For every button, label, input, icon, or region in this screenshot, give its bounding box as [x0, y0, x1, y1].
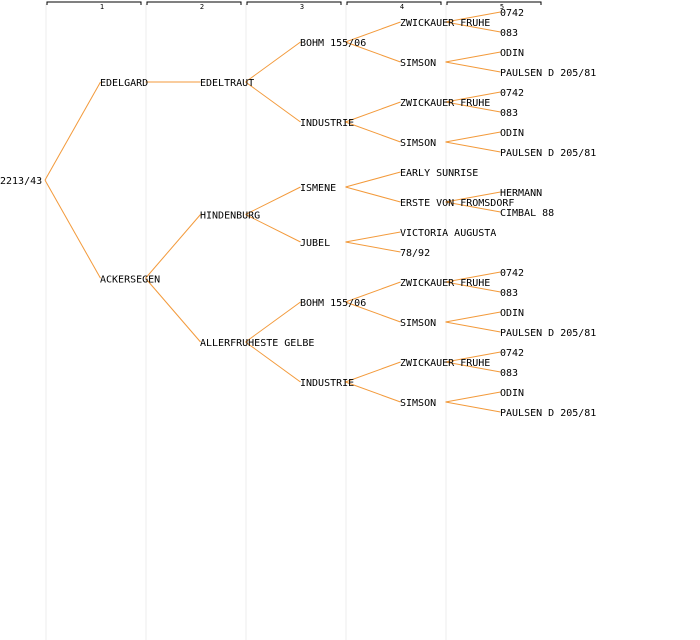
tree-edge [445, 401, 501, 413]
tree-edge [44, 179, 101, 279]
generation-label: 5 [500, 3, 504, 11]
tree-node-label[interactable]: PAULSEN D 205/81 [500, 148, 596, 159]
tree-edge [345, 241, 401, 253]
tree-edge [345, 281, 401, 303]
tree-node-label[interactable]: EDELTRAUT [200, 78, 254, 89]
tree-node-label[interactable]: ODIN [500, 308, 524, 319]
tree-node-label[interactable]: JUBEL [300, 238, 330, 249]
tree-nodes: 0742 083 ZWICKAUER FRUHE ODIN PAULSEN D 205/… [0, 8, 596, 419]
tree-node-label[interactable]: INDUSTRIE [300, 118, 354, 129]
tree-edge [445, 191, 501, 203]
tree-node-label[interactable]: 083 [500, 288, 518, 299]
tree-edge [245, 41, 301, 83]
tree-edge [245, 341, 301, 383]
tree-edge [345, 121, 401, 143]
tree-edge [345, 361, 401, 383]
generation-label: 4 [400, 3, 404, 11]
tree-edge [44, 81, 101, 181]
tree-edge [445, 361, 501, 373]
tree-node-label[interactable]: 0742 [500, 268, 524, 279]
tree-edge [445, 311, 501, 323]
tree-node-label[interactable]: VICTORIA AUGUSTA [400, 228, 496, 239]
tree-node-label[interactable]: 78/92 [400, 248, 430, 259]
tree-edge [445, 321, 501, 333]
tree-edge [445, 91, 501, 103]
tree-edge [445, 61, 501, 73]
tree-node-label[interactable]: PAULSEN D 205/81 [500, 68, 596, 79]
tree-edge [445, 11, 501, 23]
generation-bracket [46, 1, 142, 5]
tree-edge [445, 131, 501, 143]
generation-headers: 1 2 3 4 5 [46, 1, 542, 11]
tree-node-label[interactable]: SIMSON [400, 58, 436, 69]
tree-node-label[interactable]: INDUSTRIE [300, 378, 354, 389]
tree-node-label[interactable]: ALLERFRUHESTE GELBE [200, 338, 314, 349]
tree-node-label[interactable]: 083 [500, 108, 518, 119]
tree-node-label[interactable]: SIMSON [400, 318, 436, 329]
tree-node-label[interactable]: ACKERSEGEN [100, 274, 160, 285]
tree-edge [245, 214, 301, 243]
tree-edge [345, 186, 401, 203]
tree-node-label[interactable]: BOHM 155/06 [300, 38, 366, 49]
tree-edge [345, 301, 401, 323]
tree-edge [345, 381, 401, 403]
tree-edge [345, 41, 401, 63]
tree-node-label[interactable]: 0742 [500, 88, 524, 99]
tree-node-label[interactable]: ODIN [500, 388, 524, 399]
tree-edge [445, 101, 501, 113]
tree-edge [445, 201, 501, 213]
tree-node-label[interactable]: ERSTE VON FROMSDORF [400, 198, 514, 209]
tree-node-label[interactable]: 0742 [500, 8, 524, 19]
tree-edge [245, 301, 301, 343]
tree-node-label[interactable]: ODIN [500, 48, 524, 59]
tree-node-label[interactable]: SIMSON [400, 398, 436, 409]
tree-node-label[interactable]: 083 [500, 368, 518, 379]
tree-node-label[interactable]: BOHM 155/06 [300, 298, 366, 309]
tree-node-label[interactable]: PAULSEN D 205/81 [500, 328, 596, 339]
tree-edge [145, 214, 201, 279]
tree-node-label[interactable]: 083 [500, 28, 518, 39]
tree-edges [44, 11, 501, 413]
tree-node-label[interactable]: ZWICKAUER FRUHE [400, 278, 490, 289]
tree-edge [245, 81, 301, 123]
tree-node-label[interactable]: SIMSON [400, 138, 436, 149]
generation-dividers [45, 4, 447, 640]
tree-node-label[interactable]: EARLY SUNRISE [400, 168, 478, 179]
tree-edge [445, 21, 501, 33]
tree-node-label[interactable]: CIMBAL 88 [500, 208, 554, 219]
tree-node-label[interactable]: PAULSEN D 205/81 [500, 408, 596, 419]
generation-bracket [346, 1, 442, 5]
tree-node-label[interactable]: 2213/43 [0, 176, 42, 187]
tree-node-label[interactable]: ODIN [500, 128, 524, 139]
tree-node-label[interactable]: EDELGARD [100, 78, 148, 89]
tree-edge [245, 186, 301, 215]
generation-bracket [446, 1, 542, 5]
tree-edge [145, 277, 201, 343]
tree-node-label[interactable]: ZWICKAUER FRUHE [400, 358, 490, 369]
generation-bracket [146, 1, 242, 5]
tree-node-label[interactable]: ISMENE [300, 183, 336, 194]
tree-node-label[interactable]: 0742 [500, 348, 524, 359]
tree-edge [445, 391, 501, 403]
generation-label: 2 [200, 3, 204, 11]
tree-edge [445, 281, 501, 293]
tree-edge [445, 51, 501, 63]
tree-edge [345, 171, 401, 188]
tree-edge [445, 351, 501, 363]
tree-node-label[interactable]: ZWICKAUER FRUHE [400, 98, 490, 109]
tree-edge [345, 231, 401, 243]
tree-edge [445, 141, 501, 153]
generation-label: 3 [300, 3, 304, 11]
tree-edge [445, 271, 501, 283]
tree-node-label[interactable]: HERMANN [500, 188, 542, 199]
tree-edge [345, 101, 401, 123]
tree-node-label[interactable]: HINDENBURG [200, 211, 260, 222]
tree-node-label[interactable]: ZWICKAUER FRUHE [400, 18, 490, 29]
generation-label: 1 [100, 3, 104, 11]
generation-bracket [246, 1, 342, 5]
tree-edge [345, 21, 401, 43]
